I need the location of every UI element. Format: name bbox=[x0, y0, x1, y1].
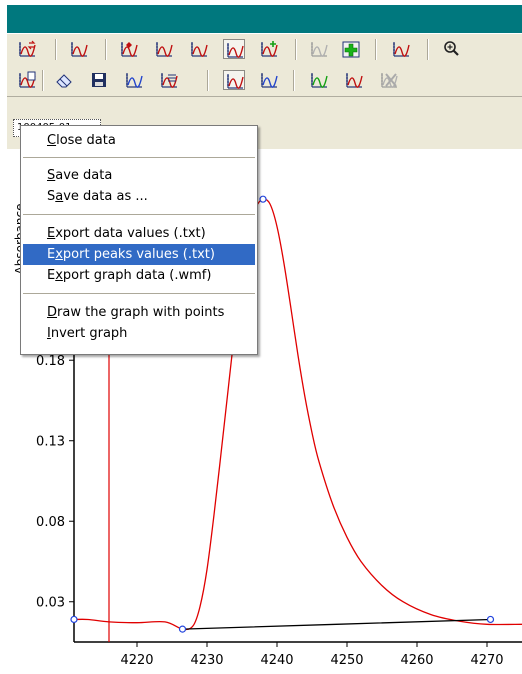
graph-area-button[interactable] bbox=[68, 39, 90, 59]
menu-item-export-data-values-txt[interactable]: Export data values (.txt) bbox=[47, 226, 206, 241]
graph-doc-icon bbox=[19, 71, 36, 88]
menu-item-export-peaks-values-txt[interactable]: Export peaks values (.txt) bbox=[23, 244, 255, 265]
menu-item-save-data[interactable]: Save data bbox=[47, 168, 113, 183]
graph-fit-icon bbox=[126, 73, 143, 88]
x-tick-label: 4250 bbox=[330, 653, 363, 668]
graph-area-icon bbox=[71, 42, 88, 57]
graph-disabled-icon bbox=[311, 42, 328, 57]
peak-point-marker[interactable] bbox=[70, 615, 78, 624]
menu-item-draw-the-graph-with-points[interactable]: Draw the graph with points bbox=[47, 305, 225, 320]
y-tick-label: 0.18 bbox=[36, 354, 65, 369]
zoom-button[interactable] bbox=[441, 39, 463, 59]
menu-item-invert-graph[interactable]: Invert graph bbox=[47, 326, 128, 341]
y-tick-label: 0.13 bbox=[36, 435, 65, 450]
toolbar-separator bbox=[427, 39, 429, 60]
x-tick-label: 4260 bbox=[400, 653, 433, 668]
toolbar-separator bbox=[42, 70, 44, 91]
y-tick-label: 0.03 bbox=[36, 596, 65, 611]
title-bar bbox=[7, 5, 522, 33]
graph-disabled-button bbox=[308, 39, 330, 59]
graph-green-icon bbox=[311, 73, 328, 88]
main-toolbar bbox=[7, 34, 522, 66]
graph-red-button[interactable] bbox=[390, 39, 412, 59]
eraser-button[interactable] bbox=[53, 70, 75, 90]
peak-point-marker[interactable] bbox=[486, 615, 495, 624]
x-tick-label: 4230 bbox=[190, 653, 223, 668]
exchange-graph-icon bbox=[19, 40, 36, 57]
graph-peak-marker-button[interactable] bbox=[118, 39, 140, 59]
graph-points-pressed-icon bbox=[227, 74, 244, 89]
peak-point-marker[interactable] bbox=[259, 195, 267, 203]
green-plus-button[interactable] bbox=[340, 39, 362, 59]
zoom-icon bbox=[444, 41, 459, 56]
graph-h-marker-button[interactable] bbox=[153, 39, 175, 59]
toolbar-separator bbox=[293, 70, 295, 91]
graph-c2-icon bbox=[346, 73, 363, 88]
green-plus-icon bbox=[342, 41, 360, 58]
x-tick-label: 4240 bbox=[260, 653, 293, 668]
toolbar-separator bbox=[207, 70, 209, 91]
toolbar-separator bbox=[105, 39, 107, 60]
graph-peak-marker-icon bbox=[121, 42, 138, 57]
graph-green-button[interactable] bbox=[308, 70, 330, 90]
graph-points-pressed-button[interactable] bbox=[223, 70, 245, 90]
menu-separator bbox=[23, 157, 255, 158]
graph-fit-button[interactable] bbox=[123, 70, 145, 90]
graph-red-icon bbox=[393, 42, 410, 57]
graph-baseline-icon bbox=[261, 73, 278, 88]
graph-pressed-button[interactable] bbox=[223, 39, 245, 59]
menu-item-export-graph-data-wmf[interactable]: Export graph data (.wmf) bbox=[47, 268, 212, 283]
exchange-graph-button[interactable] bbox=[16, 39, 38, 59]
graph-h-marker-icon bbox=[156, 42, 173, 57]
menu-separator bbox=[23, 293, 255, 294]
graph-toolbar bbox=[7, 65, 522, 97]
graph-c-marker-icon bbox=[191, 42, 208, 57]
x-tick-label: 4220 bbox=[120, 653, 153, 668]
save-graph-button[interactable] bbox=[88, 70, 110, 90]
menu-item-close-data[interactable]: Close data bbox=[47, 133, 116, 148]
graph-c2-button[interactable] bbox=[343, 70, 365, 90]
graph-c-marker-button[interactable] bbox=[188, 39, 210, 59]
graph-add-button[interactable] bbox=[258, 39, 280, 59]
graph-add-icon bbox=[261, 41, 278, 57]
toolbar-separator bbox=[295, 39, 297, 60]
graph-pressed-icon bbox=[227, 43, 244, 58]
eraser-icon bbox=[56, 74, 72, 88]
graph-x-disabled-button bbox=[378, 70, 400, 90]
menu-separator bbox=[23, 214, 255, 215]
baseline-line bbox=[182, 618, 491, 630]
menu-item-save-data-as[interactable]: Save data as ... bbox=[47, 189, 148, 204]
graph-list-icon bbox=[161, 73, 178, 88]
y-tick-label: 0.08 bbox=[36, 515, 65, 530]
graph-doc-button[interactable] bbox=[16, 70, 38, 90]
graph-x-disabled-icon bbox=[381, 73, 398, 88]
x-tick-label: 4270 bbox=[470, 653, 503, 668]
toolbar-separator bbox=[55, 39, 57, 60]
toolbar-separator bbox=[375, 39, 377, 60]
window-frame bbox=[0, 0, 7, 674]
graph-list-button[interactable] bbox=[158, 70, 180, 90]
context-menu: Close data Save data Save data as ... Expor… bbox=[20, 125, 258, 355]
peak-point-marker[interactable] bbox=[178, 625, 187, 633]
save-graph-icon bbox=[92, 73, 106, 87]
graph-baseline-button[interactable] bbox=[258, 70, 280, 90]
